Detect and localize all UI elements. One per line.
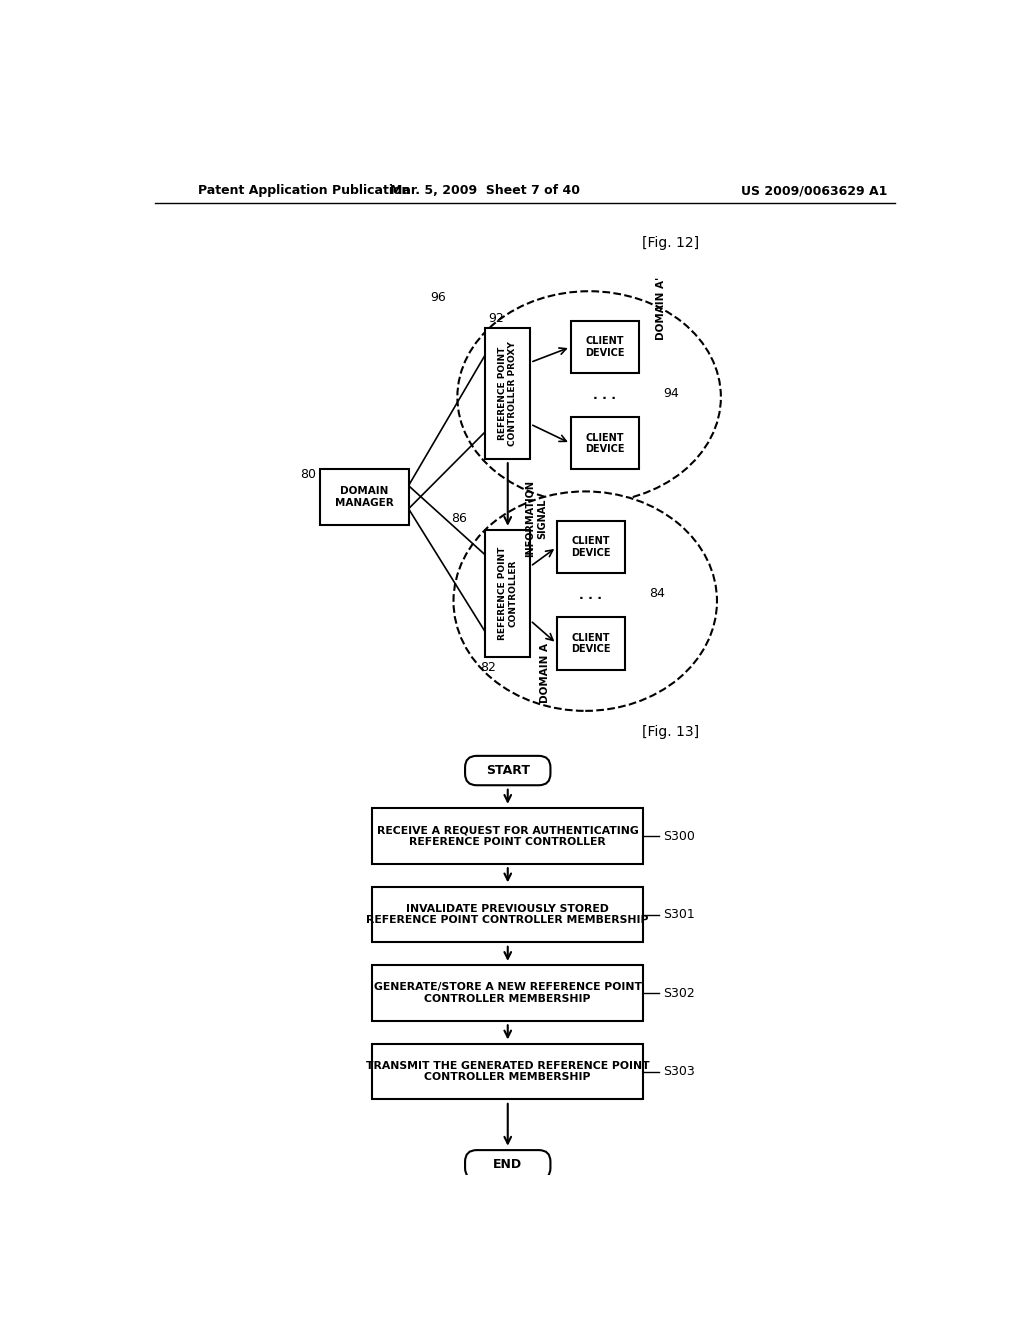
Text: DOMAIN A: DOMAIN A [540,643,550,702]
FancyBboxPatch shape [372,1044,643,1100]
Text: S300: S300 [663,829,694,842]
Text: . . .: . . . [593,389,616,403]
FancyBboxPatch shape [557,521,625,573]
Text: Mar. 5, 2009  Sheet 7 of 40: Mar. 5, 2009 Sheet 7 of 40 [389,185,580,197]
Text: CLIENT
DEVICE: CLIENT DEVICE [571,536,610,558]
Ellipse shape [454,491,717,711]
Text: CLIENT
DEVICE: CLIENT DEVICE [571,632,610,655]
Text: INFORMATION
SIGNAL: INFORMATION SIGNAL [525,480,547,557]
Text: [Fig. 13]: [Fig. 13] [642,725,699,739]
Text: 80: 80 [300,467,316,480]
FancyBboxPatch shape [372,808,643,863]
Text: TRANSMIT THE GENERATED REFERENCE POINT
CONTROLLER MEMBERSHIP: TRANSMIT THE GENERATED REFERENCE POINT C… [366,1061,649,1082]
Text: DOMAIN
MANAGER: DOMAIN MANAGER [335,486,394,508]
FancyBboxPatch shape [372,887,643,942]
Text: 86: 86 [452,512,467,525]
Text: END: END [494,1158,522,1171]
FancyBboxPatch shape [570,321,639,374]
FancyBboxPatch shape [570,417,639,470]
Ellipse shape [458,292,721,503]
Text: 92: 92 [488,312,504,325]
Text: . . .: . . . [580,589,602,602]
Text: START: START [485,764,529,777]
FancyBboxPatch shape [485,327,530,459]
Text: GENERATE/STORE A NEW REFERENCE POINT
CONTROLLER MEMBERSHIP: GENERATE/STORE A NEW REFERENCE POINT CON… [374,982,642,1005]
Text: S303: S303 [663,1065,694,1078]
FancyBboxPatch shape [372,965,643,1020]
Text: US 2009/0063629 A1: US 2009/0063629 A1 [741,185,888,197]
Text: INVALIDATE PREVIOUSLY STORED
REFERENCE POINT CONTROLLER MEMBERSHIP: INVALIDATE PREVIOUSLY STORED REFERENCE P… [367,904,649,925]
Text: CLIENT
DEVICE: CLIENT DEVICE [585,433,625,454]
Text: Patent Application Publication: Patent Application Publication [198,185,411,197]
Text: 94: 94 [663,387,679,400]
Text: 82: 82 [480,661,496,675]
FancyBboxPatch shape [485,529,530,657]
Text: REFERENCE POINT
CONTROLLER PROXY: REFERENCE POINT CONTROLLER PROXY [498,341,517,446]
Text: CLIENT
DEVICE: CLIENT DEVICE [585,337,625,358]
Text: 96: 96 [430,290,445,304]
FancyBboxPatch shape [557,618,625,669]
FancyBboxPatch shape [465,1150,551,1180]
Text: DOMAIN A': DOMAIN A' [656,277,667,341]
FancyBboxPatch shape [465,756,551,785]
Text: REFERENCE POINT
CONTROLLER: REFERENCE POINT CONTROLLER [498,546,517,640]
Text: RECEIVE A REQUEST FOR AUTHENTICATING
REFERENCE POINT CONTROLLER: RECEIVE A REQUEST FOR AUTHENTICATING REF… [377,825,639,847]
Text: S301: S301 [663,908,694,921]
Text: S302: S302 [663,986,694,999]
FancyBboxPatch shape [319,470,409,525]
Text: 84: 84 [649,587,665,601]
Text: [Fig. 12]: [Fig. 12] [642,236,699,249]
